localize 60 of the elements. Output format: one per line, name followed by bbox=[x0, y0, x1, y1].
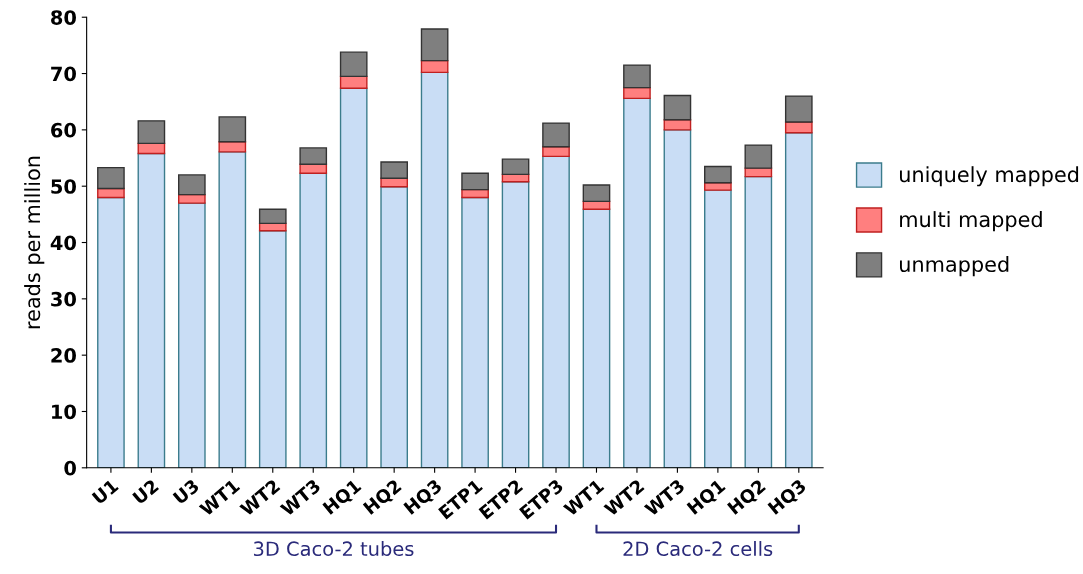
bar bbox=[501, 180, 530, 468]
bar bbox=[218, 141, 247, 153]
bar bbox=[339, 75, 368, 89]
bar bbox=[258, 208, 287, 225]
bar bbox=[461, 196, 489, 468]
bar bbox=[582, 208, 611, 468]
x-tick-label: U1 bbox=[91, 478, 119, 505]
bar bbox=[542, 146, 570, 158]
bar bbox=[542, 155, 570, 468]
bar bbox=[663, 119, 692, 131]
bar bbox=[501, 158, 530, 176]
legend-label: multi mapped bbox=[900, 211, 1042, 232]
y-tick-label: 60 bbox=[51, 122, 76, 138]
y-tick-label: 10 bbox=[52, 404, 76, 420]
bar bbox=[137, 152, 166, 468]
y-axis-title: reads per million bbox=[24, 156, 45, 329]
bar bbox=[380, 161, 409, 180]
text: 3D Caco-2 tubes bbox=[253, 541, 414, 557]
bar bbox=[704, 165, 732, 184]
bar bbox=[177, 202, 206, 468]
bar bbox=[744, 144, 773, 169]
bar bbox=[299, 172, 328, 468]
bar bbox=[663, 94, 692, 121]
y-tick-label: 40 bbox=[50, 235, 76, 251]
bar bbox=[623, 86, 651, 100]
bar bbox=[542, 122, 570, 148]
bar bbox=[137, 120, 166, 145]
legend-label: unmapped bbox=[900, 255, 1009, 277]
bar bbox=[299, 147, 328, 165]
bar bbox=[177, 193, 206, 204]
bar bbox=[461, 172, 489, 191]
bar bbox=[339, 87, 368, 468]
bar bbox=[420, 71, 449, 468]
legend-label: uniquely mapped bbox=[900, 166, 1079, 187]
bar bbox=[582, 184, 611, 203]
bar bbox=[704, 189, 732, 468]
y-tick-label: 0 bbox=[64, 460, 76, 476]
bar bbox=[623, 64, 651, 89]
bar bbox=[784, 131, 813, 468]
text: 2D Caco-2 cells bbox=[623, 541, 773, 557]
x-tick-label: U2 bbox=[132, 478, 160, 505]
bar bbox=[784, 95, 813, 123]
bar bbox=[97, 166, 125, 190]
bar bbox=[663, 129, 692, 468]
bar bbox=[744, 175, 773, 468]
bar bbox=[218, 151, 247, 468]
y-tick-label: 30 bbox=[51, 291, 76, 307]
bar bbox=[339, 51, 368, 78]
y-tick-label: 80 bbox=[51, 10, 76, 25]
bar bbox=[380, 186, 409, 468]
x-tick-label: U3 bbox=[172, 478, 200, 505]
bar bbox=[97, 196, 125, 468]
bar bbox=[218, 116, 247, 143]
y-tick-label: 20 bbox=[51, 348, 76, 363]
bar bbox=[420, 28, 449, 62]
y-tick-label: 50 bbox=[51, 179, 76, 194]
bar bbox=[177, 174, 206, 196]
y-tick-label: 70 bbox=[51, 66, 76, 82]
bar bbox=[258, 229, 287, 468]
bar bbox=[623, 97, 651, 468]
